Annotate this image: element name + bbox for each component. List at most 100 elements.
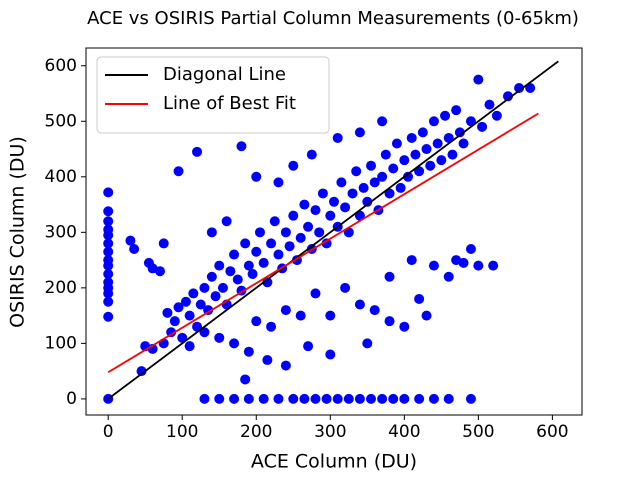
point: [258, 257, 269, 268]
point: [421, 310, 432, 321]
legend-label: Diagonal Line: [163, 64, 286, 85]
point: [502, 91, 513, 102]
point: [388, 163, 399, 174]
point: [299, 199, 310, 210]
point: [225, 266, 236, 277]
point: [184, 341, 195, 352]
point: [465, 116, 476, 127]
point: [284, 241, 295, 252]
point: [158, 238, 169, 249]
point: [184, 310, 195, 321]
point: [310, 288, 321, 299]
point: [491, 110, 502, 121]
point: [103, 255, 114, 266]
point: [310, 205, 321, 216]
point: [103, 187, 114, 198]
point: [251, 171, 262, 182]
point: [251, 246, 262, 257]
point: [221, 216, 232, 227]
point: [380, 149, 391, 160]
point: [306, 149, 317, 160]
point: [354, 299, 365, 310]
point: [321, 238, 332, 249]
point: [147, 263, 158, 274]
point: [288, 393, 299, 404]
point: [288, 160, 299, 171]
point: [447, 149, 458, 160]
point: [210, 291, 221, 302]
point: [366, 160, 377, 171]
point: [266, 238, 277, 249]
fit-line: [107, 60, 559, 400]
legend-label: Line of Best Fit: [163, 93, 296, 114]
point: [399, 155, 410, 166]
point: [103, 311, 114, 322]
point: [173, 302, 184, 313]
point: [103, 238, 114, 249]
x-axis-label: ACE Column (DU): [251, 451, 417, 473]
point: [166, 327, 177, 338]
point: [451, 105, 462, 116]
point: [192, 321, 203, 332]
point: [325, 310, 336, 321]
point: [195, 299, 206, 310]
point: [325, 210, 336, 221]
point: [240, 374, 251, 385]
point: [384, 316, 395, 327]
point: [421, 144, 432, 155]
y-tick-label: 100: [45, 333, 77, 353]
point: [354, 393, 365, 404]
y-tick-label: 400: [45, 167, 77, 187]
point: [217, 282, 228, 293]
point: [362, 196, 373, 207]
point: [103, 206, 114, 217]
point: [314, 227, 325, 238]
point: [329, 196, 339, 207]
point: [243, 260, 254, 271]
point: [332, 132, 343, 143]
point: [377, 171, 388, 182]
chart-title: ACE vs OSIRIS Partial Column Measurement…: [87, 8, 579, 29]
point: [236, 141, 247, 152]
point: [129, 243, 140, 254]
point: [262, 355, 273, 366]
y-tick-label: 200: [45, 278, 77, 298]
point: [262, 277, 273, 288]
point: [303, 221, 314, 232]
point: [377, 393, 388, 404]
point: [406, 255, 417, 266]
point: [173, 166, 184, 177]
point: [414, 293, 425, 304]
y-tick-label: 600: [45, 56, 77, 76]
point: [484, 99, 495, 110]
point: [273, 177, 284, 188]
x-tick-label: 400: [388, 422, 420, 442]
point: [340, 282, 351, 293]
point: [232, 274, 243, 285]
point: [103, 296, 114, 307]
point: [103, 268, 114, 279]
point: [377, 116, 388, 127]
point: [366, 393, 377, 404]
point: [188, 288, 199, 299]
point: [125, 235, 136, 246]
point: [417, 127, 428, 138]
point: [369, 177, 380, 188]
point: [254, 227, 265, 238]
point: [369, 305, 380, 316]
point: [258, 393, 269, 404]
point: [317, 188, 328, 199]
point: [214, 393, 225, 404]
point: [229, 393, 240, 404]
point: [103, 277, 114, 288]
point: [436, 155, 447, 166]
point: [399, 321, 410, 332]
legend: Diagonal Line Line of Best Fit: [96, 56, 330, 134]
point: [354, 127, 365, 138]
point: [443, 132, 454, 143]
point: [473, 74, 484, 85]
point: [299, 393, 310, 404]
point: [351, 166, 362, 177]
point: [428, 116, 439, 127]
